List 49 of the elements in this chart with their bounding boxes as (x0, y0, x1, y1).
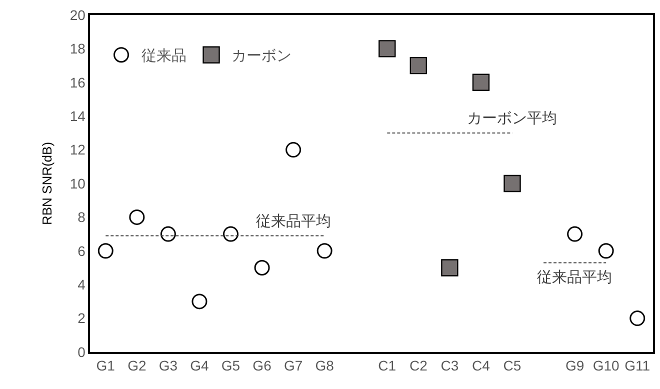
point (598, 243, 614, 259)
x-tick-label: G2 (128, 358, 146, 374)
x-tick-label: G7 (284, 358, 303, 374)
y-tick-label: 18 (70, 40, 86, 57)
point (316, 243, 332, 259)
x-tick-label: G5 (221, 358, 240, 374)
x-tick-label: C5 (503, 358, 522, 374)
y-tick-label: 6 (78, 242, 86, 259)
x-tick-label: G3 (158, 358, 178, 374)
point (472, 74, 490, 91)
y-tick-label: 12 (70, 142, 86, 158)
x-tick-label: G11 (624, 358, 650, 374)
y-tick-label: 16 (70, 74, 86, 90)
point (504, 174, 521, 192)
y-tick-label: 8 (78, 209, 86, 226)
point (410, 56, 428, 74)
x-tick-label: G4 (190, 358, 210, 374)
series-label: 従来品平均 (537, 269, 612, 286)
y-tick-label: 14 (70, 108, 86, 124)
y-axis-title: RBN SNR(dB) (39, 142, 54, 226)
point (630, 310, 646, 326)
point (129, 209, 145, 225)
point (223, 226, 238, 242)
y-tick-label: 10 (70, 175, 86, 192)
x-tick-label: G10 (592, 358, 620, 374)
point (98, 243, 114, 259)
x-tick-label: G9 (565, 358, 584, 374)
x-tick-label: G1 (96, 358, 116, 374)
point (192, 294, 208, 310)
point (378, 40, 396, 58)
x-tick-label: C4 (472, 358, 490, 374)
y-tick-label: 0 (78, 344, 86, 360)
y-tick-label: 2 (78, 310, 86, 326)
point (567, 226, 583, 242)
y-tick-label: 20 (70, 6, 86, 23)
series-label: 従来品平均 (256, 213, 331, 230)
legend-label: 従来品 (141, 48, 186, 65)
x-tick-label: C2 (409, 358, 428, 374)
series-label: カーボン平均 (467, 110, 557, 127)
x-tick-label: G6 (252, 358, 272, 374)
x-tick-label: G8 (315, 358, 334, 374)
legend-label: カーボン (231, 48, 292, 65)
point (286, 142, 302, 158)
point (441, 259, 458, 276)
point (160, 226, 176, 242)
x-tick-label: C3 (440, 358, 459, 374)
x-tick-label: C1 (378, 358, 396, 374)
point (254, 260, 270, 276)
y-tick-label: 4 (78, 276, 86, 292)
